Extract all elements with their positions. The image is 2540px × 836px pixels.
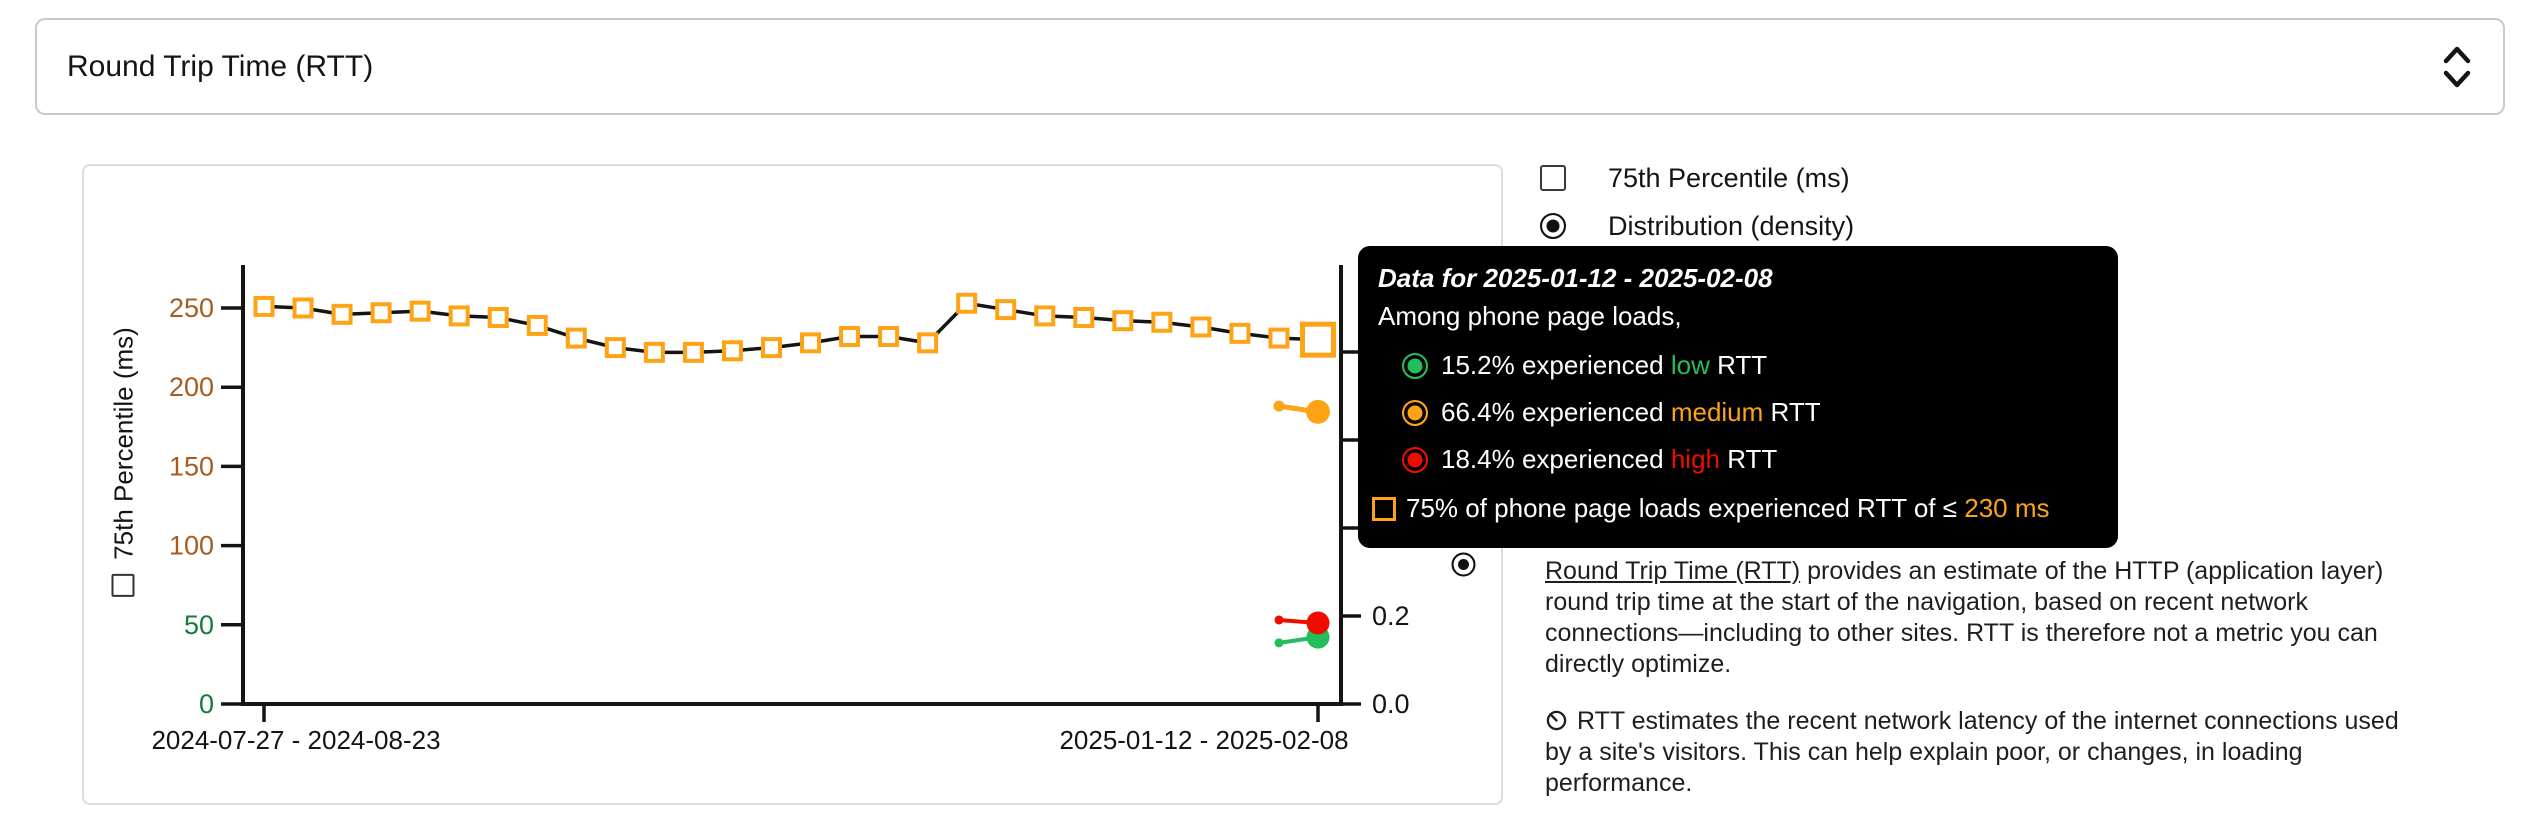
- chart-card: 0 50 100 150 200 250 0.0 0.2 2024-07-27 - 2024-0…: [82, 164, 1503, 805]
- medium-density-dot-icon: [1402, 399, 1428, 426]
- rtt-doc-link[interactable]: Round Trip Time (RTT): [1545, 557, 1801, 585]
- svg-text:100: 100: [169, 531, 214, 561]
- tooltip-row-high: 18.4% experienced high RTT: [1372, 443, 2104, 476]
- high-density-dot-icon: [1402, 446, 1428, 473]
- note-line: by a site's visitors. This can help expl…: [1545, 738, 2303, 766]
- svg-text:2025-01-12 - 2025-02-08: 2025-01-12 - 2025-02-08: [1059, 725, 1348, 755]
- legend-distribution[interactable]: Distribution (density): [1540, 208, 1854, 244]
- metric-description: Round Trip Time (RTT) provides an estima…: [1545, 556, 2399, 799]
- gauge-icon: [1546, 710, 1567, 731]
- legend-percentile[interactable]: 75th Percentile (ms): [1540, 160, 1854, 196]
- description-line: round trip time at the start of the navi…: [1545, 588, 2308, 616]
- rtt-line-chart-plot[interactable]: 0 50 100 150 200 250 0.0 0.2 2024-07-27 - 2024-0…: [84, 166, 1501, 803]
- unfold-more-icon: [2443, 46, 2471, 87]
- distribution-radio[interactable]: [1540, 213, 1566, 239]
- series-legend: 75th Percentile (ms) Distribution (densi…: [1540, 160, 1854, 244]
- distribution-legend-label[interactable]: Distribution (density): [1608, 210, 1855, 241]
- svg-text:250: 250: [169, 293, 214, 323]
- percentile-square-marker-icon: [1372, 496, 1396, 521]
- tooltip-row-medium: 66.4% experienced medium RTT: [1372, 396, 2104, 429]
- description-line: Round Trip Time (RTT) provides an estima…: [1545, 557, 2384, 585]
- percentile-checkbox[interactable]: [1540, 165, 1566, 191]
- svg-text:0: 0: [199, 689, 214, 719]
- y-axis-label-percentile: 75th Percentile (ms): [109, 327, 140, 597]
- y-axis-label-text: 75th Percentile (ms): [108, 327, 139, 560]
- tooltip-row-low: 15.2% experienced low RTT: [1372, 349, 2104, 382]
- svg-text:2024-07-27 - 2024-08-23: 2024-07-27 - 2024-08-23: [151, 725, 440, 755]
- checkbox-glyph: [111, 573, 135, 597]
- tooltip-row-percentile: 75% of phone page loads experienced RTT …: [1372, 492, 2104, 525]
- tooltip-title: Data for 2025-01-12 - 2025-02-08: [1378, 263, 1773, 293]
- percentile-legend-label[interactable]: 75th Percentile (ms): [1608, 162, 1850, 193]
- svg-text:0.2: 0.2: [1372, 601, 1410, 631]
- svg-text:50: 50: [184, 610, 214, 640]
- tooltip-subtitle: Among phone page loads,: [1378, 301, 1682, 331]
- radio-glyph: [1451, 552, 1476, 577]
- description-line: connections—including to other sites. RT…: [1545, 619, 2378, 647]
- note-line: RTT estimates the recent network latency…: [1577, 707, 2399, 735]
- metric-note: RTT estimates the recent network latency…: [1545, 706, 2399, 799]
- metric-selector[interactable]: Round Trip Time (RTT): [35, 18, 2505, 115]
- svg-text:150: 150: [169, 451, 214, 481]
- svg-text:0.0: 0.0: [1372, 689, 1410, 719]
- low-density-dot-icon: [1402, 352, 1428, 379]
- description-line: directly optimize.: [1545, 650, 1732, 678]
- metric-selector-value: Round Trip Time (RTT): [67, 49, 374, 83]
- chart-tooltip: Data for 2025-01-12 - 2025-02-08 Among p…: [1358, 246, 2118, 548]
- note-line: performance.: [1545, 769, 1693, 797]
- svg-text:200: 200: [169, 372, 214, 402]
